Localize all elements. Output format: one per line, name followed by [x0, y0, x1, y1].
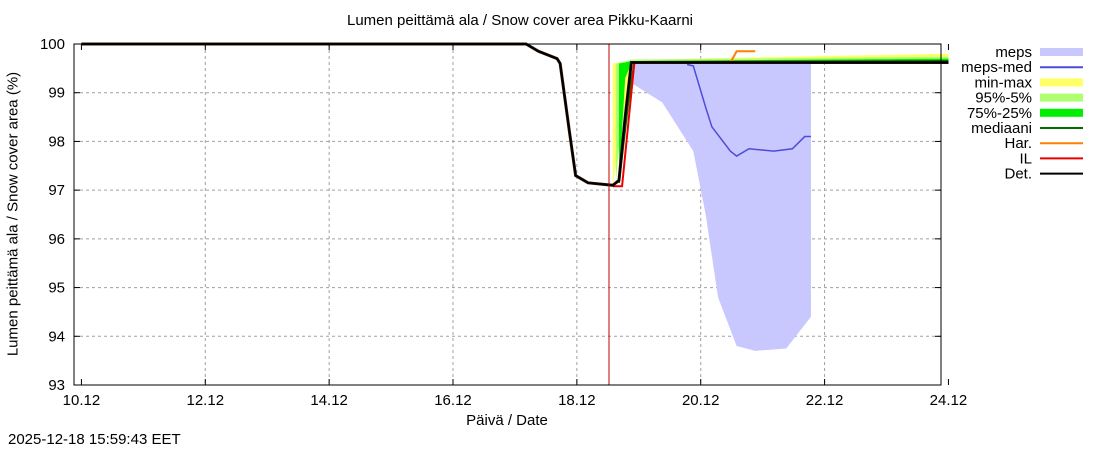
chart-title: Lumen peittämä ala / Snow cover area Pik…: [346, 12, 693, 29]
ensemble-bands: [612, 53, 949, 351]
y-tick-label: 94: [48, 328, 65, 345]
legend-label: IL: [1019, 150, 1032, 167]
legend-label: min-max: [974, 74, 1032, 91]
legend-swatch: [1040, 48, 1083, 56]
line-har: [729, 50, 756, 63]
x-tick-label: 12.12: [187, 392, 225, 409]
x-tick-label: 20.12: [682, 392, 720, 409]
legend: mepsmeps-medmin-max95%-5%75%-25%mediaani…: [961, 44, 1083, 183]
x-tick-label: 16.12: [434, 392, 472, 409]
x-tick-label: 24.12: [930, 392, 968, 409]
band-meps: [631, 62, 811, 351]
timestamp: 2025-12-18 15:59:43 EET: [8, 431, 181, 448]
y-tick-label: 99: [48, 85, 65, 102]
legend-swatch: [1040, 78, 1083, 87]
legend-label: 95%-5%: [975, 90, 1032, 107]
legend-label: Har.: [1004, 135, 1032, 152]
legend-label: Det.: [1004, 166, 1032, 183]
x-tick-label: 14.12: [310, 392, 348, 409]
line-det-underlay: [81, 42, 949, 187]
legend-label: meps: [995, 44, 1032, 61]
line-meps-med: [686, 63, 811, 157]
y-tick-label: 95: [48, 280, 65, 297]
y-tick-label: 98: [48, 133, 65, 150]
x-tick-label: 18.12: [558, 392, 596, 409]
y-tick-label: 97: [48, 182, 65, 199]
legend-label: mediaani: [971, 120, 1032, 137]
legend-swatch: [1040, 93, 1083, 102]
axis-ticks: 10.12 12.12 14.12 16.12 18.12 20.12 22.12 24.12…: [40, 36, 967, 409]
plot-frame: [73, 43, 942, 386]
y-tick-label: 96: [48, 231, 65, 248]
series-lines: [81, 42, 949, 188]
x-axis-label: Päivä / Date: [466, 412, 548, 429]
legend-label: 75%-25%: [967, 105, 1032, 122]
legend-swatch: [1040, 108, 1083, 117]
legend-label: meps-med: [961, 59, 1032, 76]
x-tick-label: 10.12: [63, 392, 101, 409]
x-tick-label: 22.12: [806, 392, 844, 409]
line-det: [81, 43, 949, 187]
y-tick-label: 100: [40, 36, 65, 53]
y-tick-label: 93: [48, 377, 65, 394]
